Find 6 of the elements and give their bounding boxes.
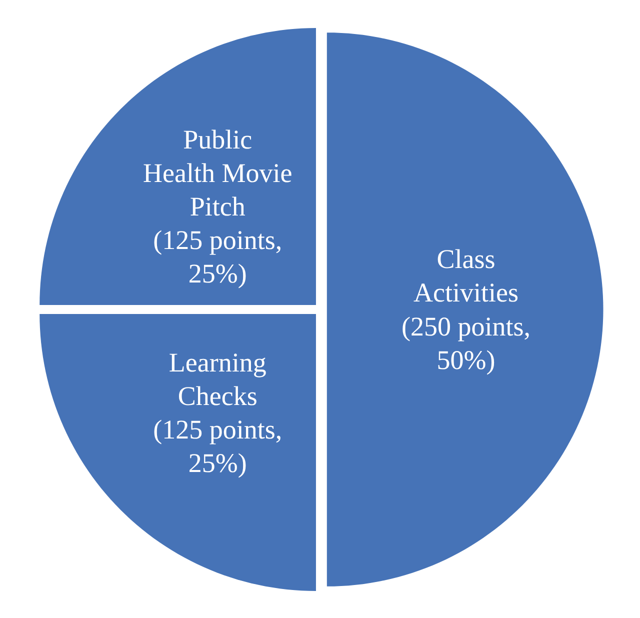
data-label: (250 points, 50%) bbox=[401, 311, 530, 375]
slice-label: Public Health Movie Pitch bbox=[143, 124, 292, 222]
data-label: (125 points, 25%) bbox=[153, 224, 282, 288]
slice-label: Class Activities bbox=[413, 244, 518, 308]
slice-label: Learning Checks bbox=[168, 347, 266, 411]
data-label: (125 points, 25%) bbox=[153, 414, 282, 478]
